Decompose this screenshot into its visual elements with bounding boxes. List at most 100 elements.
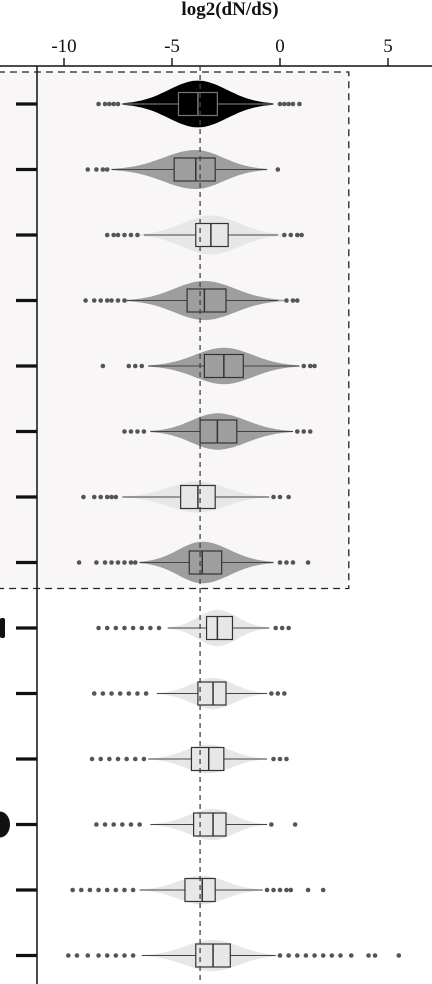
outlier-point <box>111 101 116 107</box>
violin-row <box>94 808 298 841</box>
outlier-point <box>282 101 287 107</box>
outlier-point <box>126 363 132 369</box>
outlier-point <box>141 429 147 434</box>
outlier-point <box>100 691 106 696</box>
outlier-point <box>135 429 140 434</box>
outlier-point <box>286 494 291 500</box>
outlier-point <box>94 822 99 827</box>
violin-shape <box>150 413 293 450</box>
outlier-point <box>104 232 110 238</box>
outlier-point <box>279 625 285 631</box>
outlier-point <box>104 953 110 958</box>
outlier-point <box>122 298 127 303</box>
violin-shape <box>148 744 267 774</box>
outlier-point <box>303 953 309 958</box>
outlier-point <box>115 298 121 303</box>
outlier-point <box>81 494 86 500</box>
outlier-point <box>292 822 298 827</box>
edge-markers <box>0 102 37 958</box>
outlier-point <box>130 953 136 958</box>
violin-shape <box>126 281 285 320</box>
iqr-box <box>190 746 225 772</box>
outlier-point <box>286 625 291 631</box>
outlier-point <box>130 887 136 893</box>
outlier-point <box>301 429 307 434</box>
outlier-point <box>98 494 104 500</box>
outlier-point <box>286 101 291 107</box>
outlier-point <box>94 167 99 172</box>
outlier-point <box>104 298 110 303</box>
iqr-box <box>188 550 223 575</box>
outlier-point <box>87 887 93 893</box>
outlier-point <box>91 494 97 500</box>
x-tick-label: 5 <box>383 36 393 57</box>
outlier-point <box>366 953 371 958</box>
outlier-point <box>277 756 283 762</box>
x-tick-label: 0 <box>275 36 285 57</box>
iqr-box <box>193 812 227 837</box>
outlier-point <box>104 887 110 893</box>
outlier-point <box>109 494 114 500</box>
outlier-point <box>271 494 276 500</box>
violin-row <box>66 939 402 972</box>
outlier-point <box>284 887 289 893</box>
outlier-point <box>128 822 134 827</box>
outlier-point <box>91 691 97 696</box>
outlier-point <box>107 756 112 762</box>
outlier-point <box>312 363 317 369</box>
outlier-point <box>141 756 147 762</box>
outlier-point <box>122 560 127 565</box>
iqr-box <box>197 681 227 706</box>
outlier-point <box>83 298 88 303</box>
outlier-point <box>96 953 101 958</box>
violin-row <box>76 541 311 584</box>
iqr-box <box>199 419 238 444</box>
violin-row <box>122 413 313 450</box>
violin-row <box>85 150 281 189</box>
outlier-point <box>135 232 140 238</box>
violin-shape <box>156 677 267 710</box>
outlier-point <box>294 429 300 434</box>
outlier-point <box>271 887 276 893</box>
outlier-point <box>104 167 110 172</box>
outlier-point <box>338 953 343 958</box>
outlier-point <box>100 363 106 369</box>
outlier-point <box>85 167 91 172</box>
outlier-point <box>277 101 283 107</box>
violin-row <box>70 875 326 905</box>
outlier-point <box>299 232 304 238</box>
violin-row <box>104 215 304 255</box>
outlier-point <box>122 953 127 958</box>
outlier-point <box>156 625 162 631</box>
outlier-point <box>269 822 274 827</box>
outlier-point <box>329 953 335 958</box>
outlier-point <box>96 101 101 107</box>
violin-row <box>91 677 287 710</box>
x-tick-label: -5 <box>164 36 180 57</box>
outlier-point <box>312 953 317 958</box>
outlier-point <box>135 691 140 696</box>
iqr-box <box>186 288 227 313</box>
outlier-point <box>320 953 326 958</box>
violin-shape <box>122 481 270 513</box>
outlier-point <box>120 822 125 827</box>
outlier-point <box>284 298 289 303</box>
iqr-box <box>173 157 216 182</box>
outlier-point <box>111 232 116 238</box>
violin-shape <box>150 808 267 841</box>
outlier-point <box>396 953 402 958</box>
outlier-point <box>122 429 127 434</box>
outlier-point <box>85 953 91 958</box>
outlier-point <box>372 953 378 958</box>
outlier-point <box>104 494 110 500</box>
outlier-point <box>275 691 281 696</box>
outlier-point <box>117 691 123 696</box>
outlier-point <box>98 756 104 762</box>
outlier-point <box>70 887 75 893</box>
outlier-point <box>348 953 354 958</box>
outlier-point <box>128 232 134 238</box>
outlier-point <box>102 560 108 565</box>
outlier-point <box>113 887 119 893</box>
outlier-point <box>102 822 108 827</box>
